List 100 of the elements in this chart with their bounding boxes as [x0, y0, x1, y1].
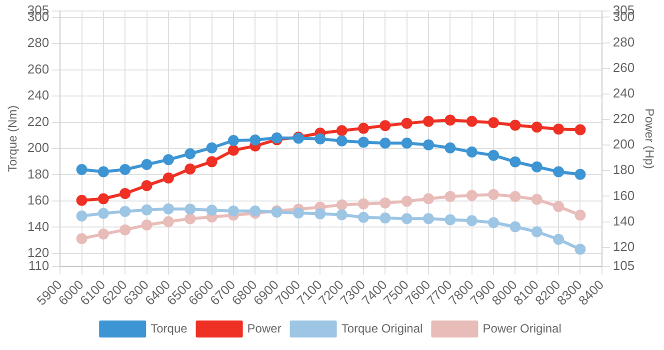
point — [120, 164, 131, 175]
point — [401, 118, 412, 129]
point — [380, 197, 391, 208]
point — [206, 142, 218, 154]
point — [574, 244, 586, 255]
point — [98, 208, 109, 219]
point — [141, 158, 152, 170]
point — [98, 193, 109, 204]
point — [401, 196, 412, 207]
point — [531, 194, 542, 205]
y-tick-label: 110 — [28, 258, 50, 274]
point — [228, 206, 239, 217]
y2-tick-label: 105 — [612, 258, 635, 274]
legend-label: Torque Original — [341, 321, 423, 336]
point — [358, 122, 370, 134]
point — [336, 135, 348, 146]
point — [401, 213, 412, 224]
point — [553, 234, 564, 245]
point — [466, 215, 478, 226]
point — [98, 166, 109, 178]
point — [162, 216, 174, 228]
point — [98, 228, 109, 240]
point — [120, 224, 131, 236]
y2-tick-label: 280 — [612, 34, 635, 50]
y-tick-label: 180 — [27, 166, 50, 182]
point — [336, 125, 348, 136]
point — [488, 150, 500, 161]
y-tick-label: 260 — [27, 61, 50, 76]
point — [162, 203, 174, 214]
point — [336, 209, 348, 220]
y2-tick-label: 140 — [612, 213, 635, 228]
point — [423, 116, 434, 127]
point — [423, 139, 434, 150]
point — [510, 221, 521, 232]
point — [574, 210, 586, 221]
y-tick-label: 220 — [27, 114, 50, 129]
point — [141, 219, 152, 230]
point — [184, 204, 196, 215]
point — [553, 166, 564, 178]
y2-tick-label: 120 — [612, 238, 635, 254]
point — [466, 146, 478, 158]
point — [76, 194, 88, 206]
point — [76, 164, 88, 175]
point — [444, 190, 456, 202]
y2-tick-label: 160 — [612, 188, 635, 203]
point — [510, 190, 521, 202]
point — [120, 206, 131, 217]
point — [184, 163, 196, 174]
point — [531, 161, 542, 172]
point — [228, 134, 239, 146]
y2-tick-label: 220 — [612, 111, 635, 126]
point — [401, 138, 412, 149]
point — [531, 122, 542, 133]
point — [466, 116, 478, 127]
legend-label: Torque — [150, 321, 188, 336]
point — [314, 133, 326, 144]
point — [510, 120, 521, 131]
point — [206, 156, 218, 168]
point — [574, 168, 586, 180]
point — [488, 189, 500, 200]
point — [314, 208, 326, 220]
y2-tick-label: 240 — [612, 85, 635, 100]
point — [358, 136, 370, 148]
y-tick-label: 160 — [27, 192, 50, 208]
y-tick-label: 200 — [27, 140, 50, 156]
y-tick-label: 120 — [27, 244, 50, 260]
point — [250, 134, 261, 146]
point — [423, 213, 434, 224]
point — [466, 190, 478, 201]
point — [444, 214, 456, 226]
point — [444, 114, 456, 126]
point — [380, 120, 391, 132]
point — [531, 226, 542, 238]
point — [228, 144, 239, 156]
y-tick-label: 240 — [27, 88, 50, 103]
point — [162, 154, 174, 166]
point — [76, 210, 88, 222]
point — [358, 212, 370, 223]
point — [444, 142, 456, 154]
point — [162, 172, 174, 184]
point — [184, 213, 196, 224]
point — [141, 204, 152, 216]
y-tick-label: 280 — [27, 35, 50, 50]
y2-tick-label: 260 — [612, 60, 635, 75]
point — [120, 188, 131, 200]
point — [141, 180, 152, 192]
point — [488, 117, 500, 128]
point — [488, 217, 500, 228]
point — [292, 208, 304, 219]
y-tick-label: 140 — [27, 218, 50, 234]
point — [574, 124, 586, 136]
y2-axis-title: Power (Hp) — [642, 108, 656, 170]
y-axis-title: Torque (Nm) — [6, 105, 20, 172]
point — [358, 198, 370, 210]
point — [423, 193, 434, 204]
point — [76, 233, 88, 244]
point — [336, 199, 348, 210]
point — [553, 124, 564, 135]
point — [380, 212, 391, 224]
y2-tick-label: 200 — [612, 136, 635, 152]
